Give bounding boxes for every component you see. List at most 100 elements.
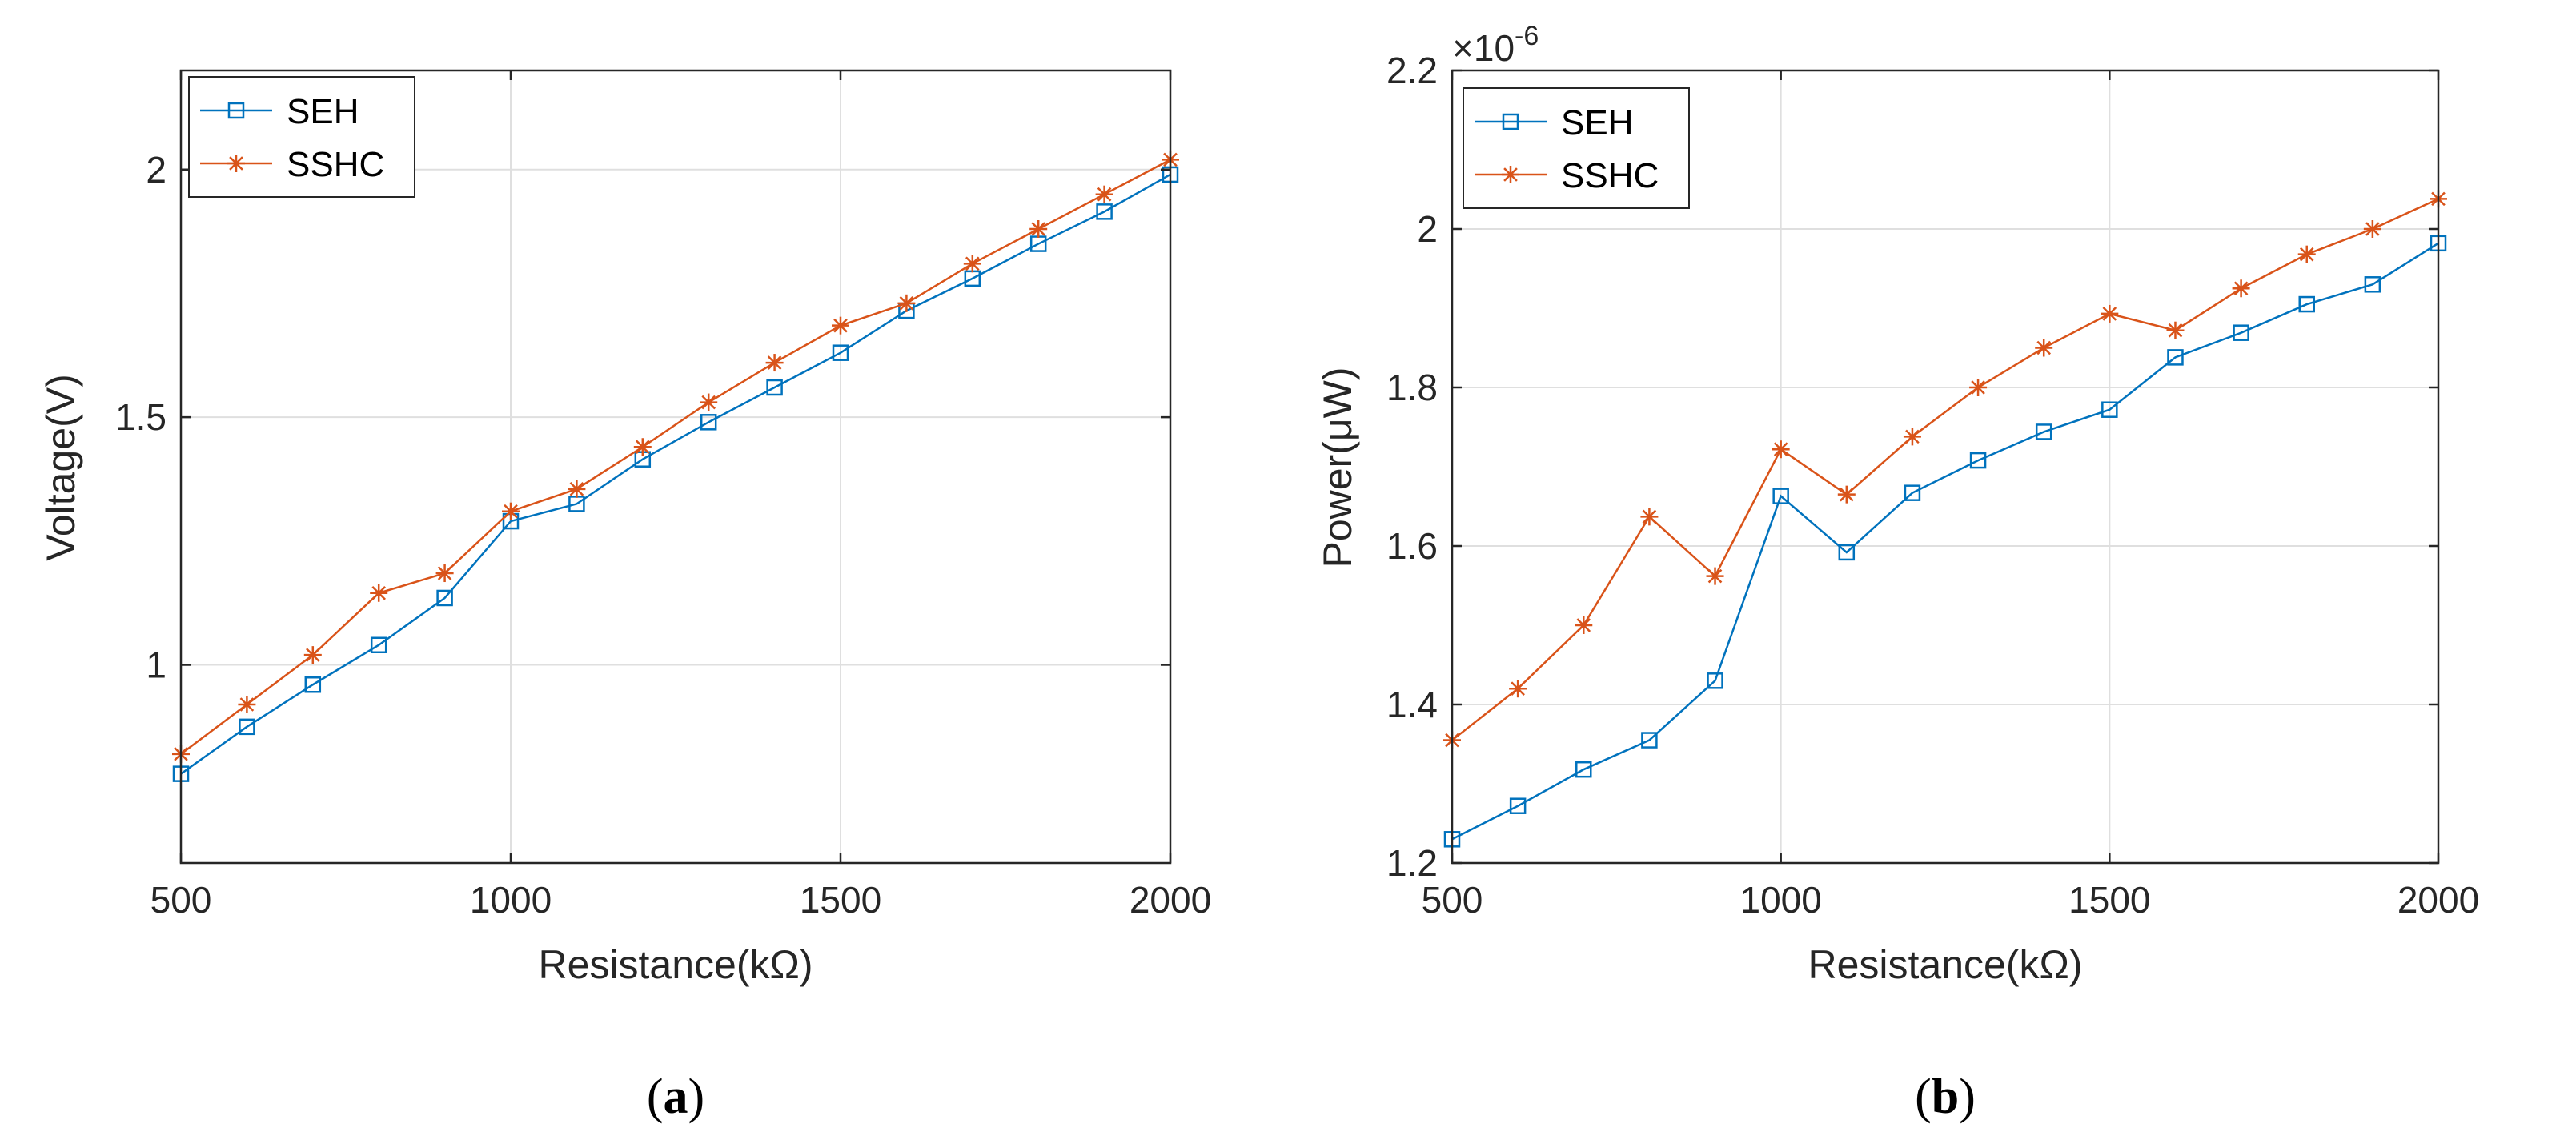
x-tick-label: 1000 [470, 879, 552, 921]
legend-swatch-seh [200, 102, 272, 119]
data-point-seh [2101, 401, 2118, 418]
data-point-seh [1707, 672, 1723, 689]
data-point-sshc [2035, 339, 2053, 357]
data-point-seh [766, 379, 783, 396]
data-point-sshc [1095, 185, 1113, 203]
data-point-seh [239, 718, 255, 736]
data-point-sshc [2232, 279, 2250, 298]
data-point-sshc [2363, 220, 2381, 238]
x-tick-label: 2000 [1130, 879, 1211, 921]
data-point-seh [1575, 761, 1592, 778]
data-point-sshc [238, 696, 256, 713]
data-point-sshc [963, 255, 981, 273]
data-point-seh [1641, 732, 1658, 749]
caption-close: ) [688, 1070, 705, 1124]
data-point-seh [832, 344, 849, 361]
y-tick-label: 1 [146, 644, 167, 686]
data-point-sshc [502, 502, 520, 520]
y-tick-label: 2 [1417, 208, 1438, 250]
legend-label-sshc: SSHC [287, 145, 384, 184]
exponent-power: -6 [1515, 21, 1539, 51]
y-tick-label: 1.8 [1386, 367, 1438, 408]
y-tick-label: 1.5 [115, 396, 167, 438]
data-point-sshc [1706, 567, 1724, 585]
legend-marker [1502, 166, 1519, 183]
data-point-sshc [435, 564, 454, 583]
y-tick-label: 1.6 [1386, 525, 1438, 567]
caption-letter: b [1932, 1070, 1959, 1124]
data-point-sshc [1969, 379, 1988, 396]
y-tick-label: 1.2 [1386, 842, 1438, 884]
series-line-seh [180, 173, 1171, 775]
x-tick-label: 1000 [1739, 879, 1821, 921]
y-tick-label: 2 [146, 149, 167, 191]
x-tick-label: 2000 [2397, 879, 2479, 921]
legend-box [1463, 87, 1690, 209]
legend: SEH SSHC [188, 76, 415, 198]
y-tick-label: 2.2 [1386, 50, 1438, 91]
legend-swatch-sshc [1475, 166, 1547, 183]
y-exponent-label: ×10-6 [1452, 21, 1539, 69]
data-point-seh [1838, 544, 1856, 561]
axes-frame [1451, 69, 2440, 865]
legend-swatch-seh [1475, 113, 1547, 130]
x-axis-label: Resistance(kΩ) [1808, 942, 2082, 987]
data-point-sshc [897, 294, 916, 312]
legend: SEH SSHC [1463, 87, 1690, 209]
legend-label-sshc: SSHC [1561, 156, 1659, 195]
data-point-seh [370, 636, 387, 653]
caption-a: (a) [647, 1070, 704, 1124]
series-line-seh [1451, 242, 2439, 841]
data-point-sshc [2101, 304, 2119, 323]
legend-marker [227, 155, 245, 172]
ticks: 500 1000 1500 2000 1 1.5 2 [115, 70, 1211, 921]
data-point-sshc [1772, 440, 1790, 459]
series-line-sshc [180, 159, 1171, 755]
data-point-seh [2298, 295, 2315, 313]
x-tick-label: 1500 [2068, 879, 2150, 921]
data-point-seh [700, 414, 717, 431]
data-point-sshc [370, 584, 388, 602]
y-axis-label: Power(μW) [1315, 367, 1360, 568]
exponent-base: ×10 [1452, 27, 1515, 69]
caption-letter: a [664, 1070, 688, 1124]
data-point-seh [436, 589, 453, 607]
x-tick-label: 1500 [800, 879, 881, 921]
data-point-seh [1772, 488, 1789, 504]
data-point-sshc [2297, 245, 2316, 263]
legend-marker [1502, 113, 1519, 130]
data-point-sshc [765, 354, 784, 372]
legend-label-seh: SEH [287, 92, 359, 131]
data-point-seh [304, 676, 322, 693]
data-point-seh [1904, 484, 1921, 501]
data-point-seh [2167, 349, 2184, 366]
data-point-sshc [1509, 680, 1527, 698]
x-tick-label: 500 [150, 879, 212, 921]
data-point-seh [2035, 423, 2052, 440]
ticks: 500 1000 1500 2000 1.2 1.4 1.6 1.8 2 2.2 [1386, 50, 2479, 921]
data-point-sshc [568, 480, 586, 498]
data-point-sshc [832, 316, 849, 335]
data-point-sshc [1029, 220, 1048, 238]
data-point-seh [1096, 203, 1113, 220]
series-line-sshc [1451, 198, 2439, 741]
plot-area [181, 70, 1170, 863]
caption-close: ) [1959, 1070, 1976, 1124]
y-axis-label: Voltage(V) [38, 374, 83, 560]
y-tick-label: 1.4 [1386, 684, 1438, 725]
caption-open: ( [647, 1070, 664, 1124]
caption-open: ( [1915, 1070, 1932, 1124]
legend-swatch-sshc [200, 155, 272, 172]
axes-frame [179, 69, 1172, 865]
data-point-seh [2364, 276, 2381, 293]
data-point-sshc [633, 438, 652, 456]
x-tick-label: 500 [1422, 879, 1483, 921]
data-point-seh [1509, 797, 1527, 814]
data-point-sshc [1575, 616, 1593, 634]
data-point-seh [2233, 324, 2249, 341]
legend-marker [227, 102, 245, 119]
caption-b: (b) [1915, 1070, 1976, 1124]
legend-label-seh: SEH [1561, 103, 1633, 143]
chart-power: 500 1000 1500 2000 1.2 1.4 1.6 1.8 2 2.2 Resistan… [1315, 21, 2479, 1124]
